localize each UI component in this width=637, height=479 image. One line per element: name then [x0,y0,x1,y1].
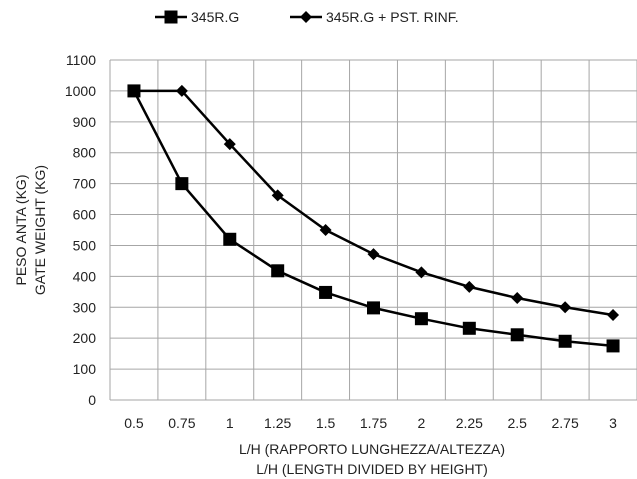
data-point-square [414,312,428,326]
data-point-diamond [511,292,524,304]
x-tick-label: 2.75 [552,415,579,431]
x-tick-label: 1.5 [316,415,336,431]
y-tick-label: 1100 [66,52,96,68]
x-tick-label: 1 [226,415,234,431]
data-point-diamond [127,84,140,97]
data-point-diamond [271,189,284,202]
series-1 [127,84,620,353]
data-point-square [367,301,380,315]
data-point-diamond [367,248,380,261]
y-tick-label: 600 [73,207,97,223]
legend-label: 345R.G + PST. RINF. [326,9,459,25]
data-point-square [558,334,572,348]
y-tick-label: 700 [73,176,97,192]
x-tick-label: 2.25 [456,415,483,431]
data-point-diamond [300,11,312,23]
data-point-square [164,10,178,24]
data-point-square [606,339,620,353]
x-axis-title-line-1: L/H (RAPPORTO LUNGHEZZA/ALTEZZA) [239,441,505,457]
data-point-diamond [463,280,476,293]
legend-label: 345R.G [191,9,239,25]
data-point-square [462,321,476,335]
y-tick-label: 900 [73,114,97,130]
x-tick-label: 1.75 [360,415,387,431]
data-point-square [510,328,524,342]
legend: 345R.G 345R.G + PST. RINF. [155,9,459,25]
series-2 [127,84,620,321]
series-layer [127,84,620,353]
x-tick-labels: 0.5 0.75 1 1.25 1.5 1.75 2 2.25 2.5 2.75 3 [124,415,617,431]
y-tick-label: 800 [73,145,97,161]
x-axis-title-line-2: L/H (LENGTH DIVIDED BY HEIGHT) [256,461,488,477]
y-tick-label: 500 [73,237,97,253]
y-axis-title-line-2: GATE WEIGHT (KG) [32,165,48,295]
y-tick-label: 200 [73,330,97,346]
y-axis-title-line-1: PESO ANTA (KG) [13,175,29,286]
y-tick-labels: 0 100 200 300 400 500 600 700 800 900 1000 1100 [65,52,96,408]
x-tick-label: 0.5 [124,415,144,431]
data-point-square [319,285,333,299]
data-point-diamond [223,138,236,151]
y-tick-label: 1000 [65,83,96,99]
data-point-diamond [559,301,572,314]
x-tick-label: 2.5 [507,415,527,431]
x-tick-label: 0.75 [168,415,195,431]
y-tick-label: 300 [73,299,97,315]
x-tick-label: 1.25 [264,415,291,431]
data-point-diamond [175,84,188,97]
data-point-square [271,264,285,278]
data-point-square [175,177,189,191]
legend-entry-1: 345R.G [155,9,239,25]
grid [109,59,637,401]
data-point-diamond [607,309,620,321]
x-tick-label: 3 [609,415,617,431]
data-point-diamond [319,224,332,236]
x-tick-label: 2 [418,415,426,431]
y-tick-label: 100 [73,361,97,377]
data-point-square [223,232,237,246]
legend-entry-2: 345R.G + PST. RINF. [290,9,459,25]
y-tick-label: 400 [73,268,97,284]
y-tick-label: 0 [88,392,96,408]
data-point-diamond [415,266,428,279]
